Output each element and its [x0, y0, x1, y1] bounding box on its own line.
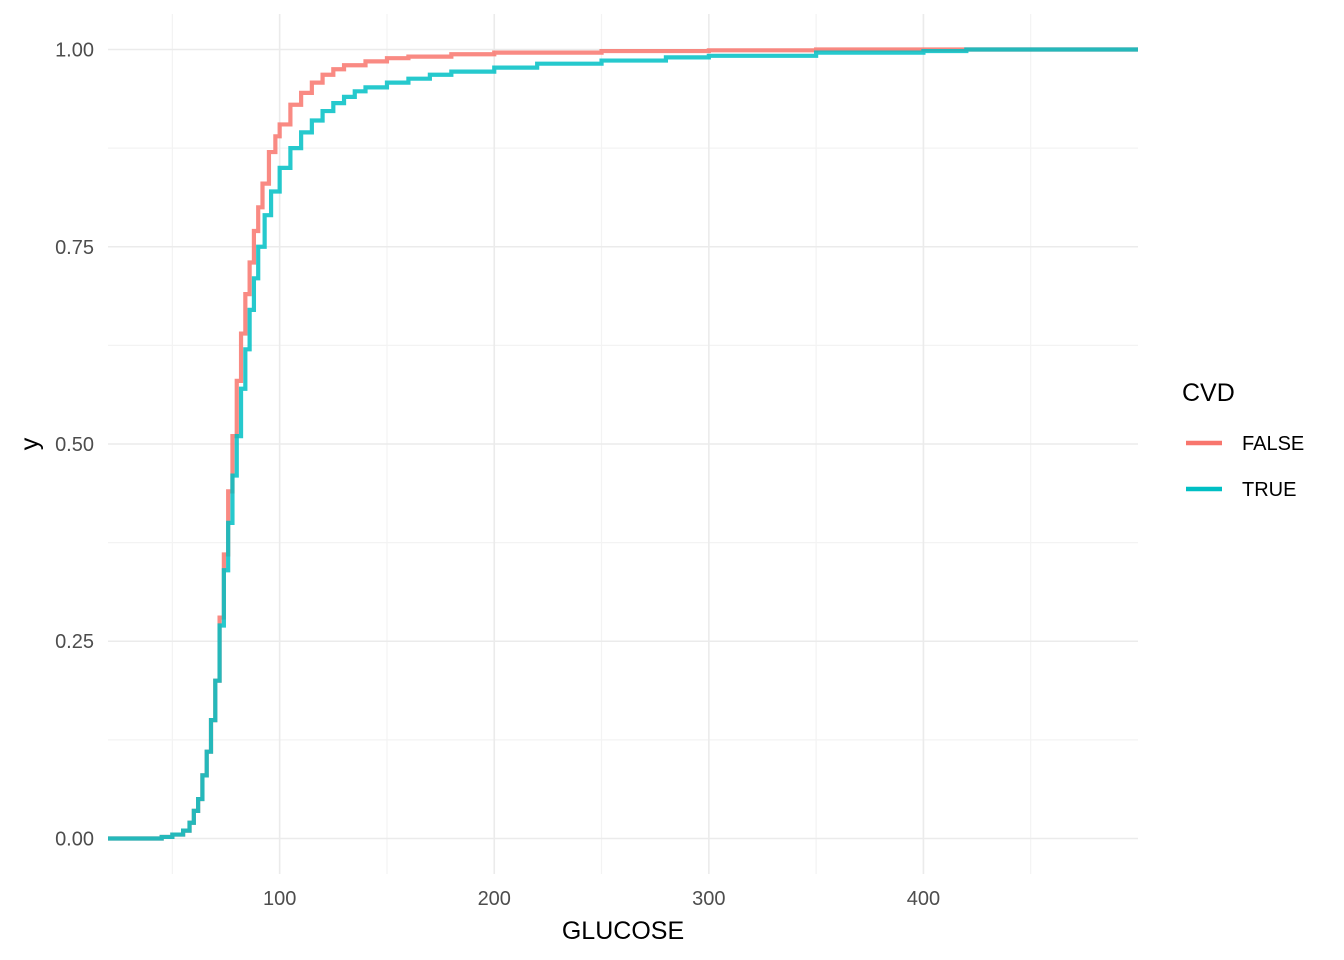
axes: 100 200 300 400 0.00 0.25 0.50 0.75 1.00	[55, 40, 940, 910]
legend-title: CVD	[1182, 379, 1235, 407]
y-axis-title: y	[16, 437, 44, 450]
legend: CVD FALSE TRUE	[1182, 379, 1304, 501]
x-axis-title: GLUCOSE	[562, 917, 684, 945]
y-tick-label: 1.00	[55, 40, 94, 62]
legend-label-true: TRUE	[1242, 479, 1296, 501]
y-tick-label: 0.75	[55, 237, 94, 259]
y-tick-label: 0.50	[55, 434, 94, 456]
x-tick-label: 200	[478, 888, 511, 910]
legend-label-false: FALSE	[1242, 433, 1304, 455]
series-line-true	[108, 47, 1138, 841]
x-tick-label: 300	[692, 888, 725, 910]
grid	[108, 14, 1138, 874]
x-tick-label: 400	[907, 888, 940, 910]
y-tick-label: 0.25	[55, 631, 94, 653]
y-tick-label: 0.00	[55, 828, 94, 850]
x-tick-label: 100	[263, 888, 296, 910]
series-lines	[108, 47, 1138, 841]
